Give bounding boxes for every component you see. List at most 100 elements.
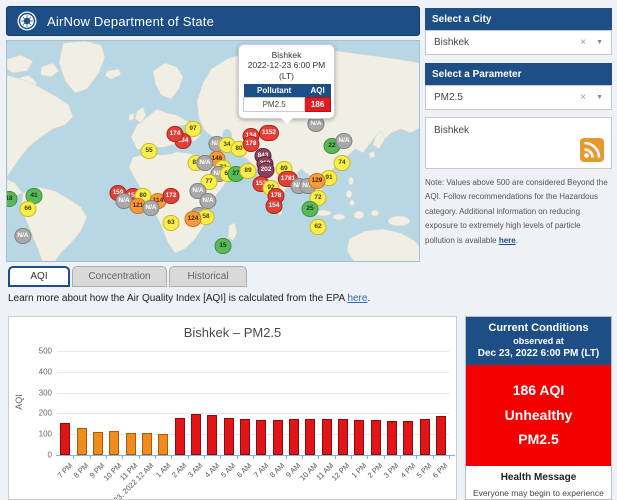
map-marker[interactable]: 89 bbox=[239, 163, 257, 179]
city-caret-icon[interactable]: ▼ bbox=[596, 39, 603, 46]
map-marker[interactable]: 66 bbox=[19, 201, 37, 217]
learn-more-here-link[interactable]: here bbox=[347, 293, 368, 304]
chart-x-tick-label: 8 PM bbox=[71, 461, 91, 480]
map-marker[interactable]: 124 bbox=[184, 211, 202, 227]
parameter-caret-icon[interactable]: ▼ bbox=[596, 94, 603, 101]
map-marker[interactable]: N/A bbox=[335, 133, 353, 149]
cc-health-block: Health Message Everyone may begin to exp… bbox=[466, 466, 611, 500]
chart-x-tick bbox=[73, 455, 75, 459]
map-marker[interactable]: 62 bbox=[309, 219, 327, 235]
chart-bar[interactable] bbox=[223, 418, 234, 455]
chart-x-tick-label: 5 AM bbox=[218, 461, 238, 480]
chart-x-tick bbox=[187, 455, 189, 459]
map-marker[interactable]: 154 bbox=[265, 198, 283, 214]
parameter-clear-icon[interactable]: × bbox=[580, 92, 587, 103]
city-clear-icon[interactable]: × bbox=[580, 37, 587, 48]
chart-bar[interactable] bbox=[354, 420, 365, 455]
cc-observed-at: observed at bbox=[513, 336, 564, 346]
map-marker[interactable]: N/A bbox=[14, 228, 32, 244]
map-marker[interactable]: 18 bbox=[7, 191, 18, 207]
chart-x-tick bbox=[400, 455, 401, 459]
chart-bar[interactable] bbox=[158, 434, 169, 455]
map-marker[interactable]: 25 bbox=[301, 201, 319, 217]
map-marker[interactable]: N/A bbox=[307, 116, 325, 132]
chart-bar[interactable] bbox=[174, 418, 185, 455]
map-marker[interactable]: 129 bbox=[308, 173, 326, 189]
chart-bar[interactable] bbox=[141, 433, 152, 455]
popup-city: Bishkek bbox=[271, 50, 302, 60]
chart-bar[interactable] bbox=[60, 423, 71, 455]
map-marker[interactable]: 63 bbox=[162, 215, 180, 231]
cc-aqi-value: 186 AQI bbox=[512, 382, 565, 398]
popup-col-pollutant: Pollutant bbox=[243, 84, 305, 98]
map-marker[interactable]: N/A bbox=[115, 193, 133, 209]
chart-plot-area: 0 100 200 300 400 500 7 PM 8 PM 9 PM 10 PM 11 PM De… bbox=[39, 347, 455, 499]
map-marker[interactable]: 174 bbox=[166, 126, 184, 142]
chart-bar[interactable] bbox=[272, 420, 283, 455]
chart-bar[interactable] bbox=[207, 415, 218, 455]
chart-x-tick bbox=[253, 455, 254, 459]
map-marker[interactable]: 172 bbox=[162, 188, 180, 204]
chart-x-tick-label: 6 AM bbox=[235, 461, 254, 480]
chart-gridline bbox=[57, 413, 449, 415]
chart-bar[interactable] bbox=[288, 419, 299, 455]
chart-bar[interactable] bbox=[419, 419, 430, 455]
chart-bar[interactable] bbox=[435, 416, 446, 455]
parameter-select[interactable]: PM2.5 × ▼ bbox=[425, 85, 612, 110]
chart-bar[interactable] bbox=[109, 431, 120, 455]
chart-bar[interactable] bbox=[370, 420, 381, 455]
chart-bar[interactable] bbox=[125, 433, 136, 455]
map-marker[interactable]: N/A bbox=[199, 193, 217, 209]
chart-bar[interactable] bbox=[92, 432, 103, 455]
chart-x-tick bbox=[432, 455, 434, 459]
learn-more-body: Learn more about how the Air Quality Ind… bbox=[8, 293, 348, 304]
map-marker[interactable]: 55 bbox=[140, 143, 158, 159]
chart-x-tick bbox=[269, 455, 271, 459]
app-header: AirNow Department of State bbox=[6, 6, 420, 36]
chart-x-tick-label: 8 AM bbox=[267, 461, 287, 480]
chart-x-tick-label: 1 AM bbox=[153, 461, 172, 480]
cc-aqi-block: 186 AQI Unhealthy PM2.5 bbox=[466, 365, 611, 466]
chart-bar[interactable] bbox=[386, 421, 397, 455]
learn-more-text: Learn more about how the Air Quality Ind… bbox=[8, 293, 370, 304]
chart-x-tick-label: 2 PM bbox=[365, 461, 385, 480]
select-parameter-label-text: Select a Parameter bbox=[432, 68, 522, 80]
chart-bar[interactable] bbox=[256, 420, 267, 455]
chart-bar[interactable] bbox=[190, 414, 201, 455]
chart-x-tick-label: 5 PM bbox=[414, 461, 434, 480]
tab-historical[interactable]: Historical bbox=[169, 266, 247, 287]
chart-bar[interactable] bbox=[337, 419, 348, 455]
chart-bar[interactable] bbox=[239, 419, 250, 455]
chart-bar[interactable] bbox=[403, 421, 414, 455]
chart-y-tick-label: 0 bbox=[47, 450, 52, 460]
rss-icon[interactable] bbox=[580, 138, 604, 162]
tab-aqi[interactable]: AQI bbox=[8, 266, 70, 287]
chart-bar[interactable] bbox=[305, 419, 316, 455]
chart-y-tick-label: 100 bbox=[38, 429, 52, 439]
map-marker[interactable]: 1152 bbox=[258, 125, 280, 141]
tab-concentration[interactable]: Concentration bbox=[72, 266, 167, 287]
map-marker[interactable]: 74 bbox=[333, 155, 351, 171]
chart-x-tick bbox=[204, 455, 205, 459]
note-here-link[interactable]: here bbox=[498, 235, 516, 245]
parameter-select-value: PM2.5 bbox=[434, 92, 463, 103]
map-marker[interactable]: N/A bbox=[196, 155, 214, 171]
chart-x-tick bbox=[138, 455, 140, 459]
world-map[interactable]: 9713417455N/A348014683N/A72N/A692777N/AN… bbox=[6, 40, 420, 262]
note-period: . bbox=[515, 235, 518, 245]
feed-city: Bishkek bbox=[434, 125, 470, 136]
chart-bar[interactable] bbox=[321, 419, 332, 455]
map-marker[interactable]: 178 bbox=[242, 136, 260, 152]
city-select[interactable]: Bishkek × ▼ bbox=[425, 30, 612, 55]
chart-bar[interactable] bbox=[76, 428, 87, 455]
chart-x-tick-label: 4 AM bbox=[202, 461, 221, 480]
map-marker[interactable]: 15 bbox=[214, 238, 232, 254]
chart-title: Bishkek – PM2.5 bbox=[183, 325, 282, 340]
map-popup[interactable]: Bishkek 2022-12-23 6:00 PM (LT) Pollutan… bbox=[238, 44, 335, 125]
chart-x-tick bbox=[285, 455, 287, 459]
map-marker[interactable]: 97 bbox=[184, 121, 202, 137]
map-marker[interactable]: N/A bbox=[142, 200, 160, 216]
chart-x-tick bbox=[220, 455, 222, 459]
chart-x-tick bbox=[416, 455, 418, 459]
chart-x-tick-label: 10 PM bbox=[101, 461, 123, 483]
